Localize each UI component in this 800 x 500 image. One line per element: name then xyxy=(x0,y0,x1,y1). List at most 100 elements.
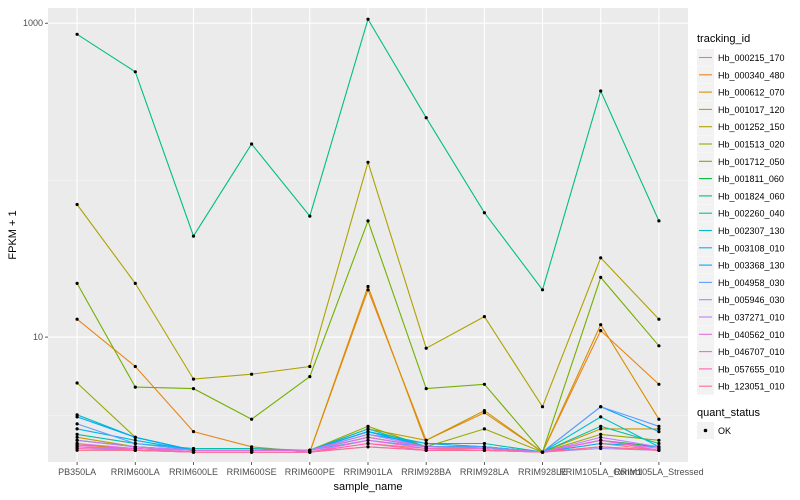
legend-title-tracking-id: tracking_id xyxy=(697,33,750,45)
data-point xyxy=(599,424,603,428)
data-point xyxy=(599,329,603,333)
data-point xyxy=(599,432,603,436)
data-point xyxy=(366,288,370,292)
data-point xyxy=(366,160,370,164)
x-tick-label: RRIM901LA xyxy=(343,467,392,477)
data-point xyxy=(657,430,661,434)
data-point xyxy=(75,435,79,439)
x-axis: PB350LA RRIM600LA RRIM600LE RRIM600SE RRIM60… xyxy=(58,462,704,477)
data-point xyxy=(133,435,137,439)
legend-status-items: OK xyxy=(697,422,731,439)
data-point xyxy=(250,142,254,146)
data-point xyxy=(133,448,137,452)
y-axis: 10 1000 xyxy=(23,18,48,342)
data-point xyxy=(308,450,312,454)
data-point xyxy=(366,435,370,439)
data-point xyxy=(133,385,137,389)
data-point xyxy=(75,441,79,446)
legend-label: Hb_001017_120 xyxy=(718,105,785,115)
data-point xyxy=(308,214,312,218)
legend-label: Hb_004958_030 xyxy=(718,278,785,288)
data-point xyxy=(366,427,370,431)
data-point xyxy=(75,422,79,426)
data-point xyxy=(657,417,661,421)
legend-label-ok: OK xyxy=(718,426,731,436)
data-point xyxy=(133,70,137,74)
data-point xyxy=(75,381,79,385)
data-point xyxy=(482,409,486,413)
data-point xyxy=(482,427,486,431)
data-point xyxy=(250,372,254,376)
data-point xyxy=(599,415,603,419)
legend-items: Hb_000215_170 Hb_000340_480 Hb_000612_070 H… xyxy=(697,49,785,395)
x-tick-label: RRIM105LA_Control xyxy=(559,467,642,477)
data-point xyxy=(75,281,79,285)
data-point xyxy=(133,364,137,369)
legend: tracking_id Hb_000215_170Hb_000340_480Hb… xyxy=(697,33,785,439)
x-tick-label: RRIM600LE xyxy=(169,467,218,477)
data-point xyxy=(366,284,370,289)
y-axis-title: FPKM + 1 xyxy=(7,210,19,259)
data-point xyxy=(540,405,545,409)
data-point xyxy=(75,427,79,431)
data-point xyxy=(133,281,137,285)
legend-label: Hb_003368_130 xyxy=(718,261,785,271)
data-point xyxy=(482,211,486,215)
x-tick-label: PB350LA xyxy=(58,467,96,477)
data-point xyxy=(657,317,661,321)
data-point xyxy=(308,375,312,379)
data-point xyxy=(657,448,661,452)
data-point xyxy=(540,450,545,454)
legend-label: Hb_040562_010 xyxy=(718,330,785,340)
data-point xyxy=(657,382,661,386)
legend-label: Hb_001811_060 xyxy=(718,174,784,184)
legend-label: Hb_057655_010 xyxy=(718,364,785,374)
x-tick-label: RRIM600SE xyxy=(227,467,277,477)
data-point xyxy=(540,288,545,292)
data-point xyxy=(75,202,79,207)
legend-label: Hb_001252_150 xyxy=(718,122,785,132)
legend-label: Hb_037271_010 xyxy=(718,313,785,323)
data-point xyxy=(482,448,486,452)
data-point xyxy=(133,441,137,446)
data-point xyxy=(424,441,428,446)
legend-label: Hb_000612_070 xyxy=(718,88,785,98)
x-tick-label: RRIM105LA_Stressed xyxy=(614,467,704,477)
legend-label: Hb_001712_050 xyxy=(718,157,785,167)
data-point xyxy=(366,441,370,446)
data-point xyxy=(191,377,196,381)
data-point xyxy=(191,387,196,391)
legend-label: Hb_003108_010 xyxy=(718,243,785,253)
legend-point-symbol xyxy=(703,428,708,433)
x-tick-label: RRIM600PE xyxy=(285,467,335,477)
data-point xyxy=(482,315,486,319)
data-point xyxy=(424,387,428,391)
data-point xyxy=(75,438,79,442)
data-point xyxy=(366,432,370,436)
data-point xyxy=(482,382,486,386)
data-point xyxy=(657,438,661,442)
legend-label: Hb_002307_130 xyxy=(718,226,785,236)
data-point xyxy=(599,323,603,327)
legend-label: Hb_002260_040 xyxy=(718,209,785,219)
data-point xyxy=(75,32,79,36)
y-tick-label: 10 xyxy=(33,332,43,342)
x-axis-title: sample_name xyxy=(333,481,402,493)
data-point xyxy=(424,116,428,120)
data-point xyxy=(191,234,196,238)
data-point xyxy=(599,427,603,431)
legend-label: Hb_123051_010 xyxy=(718,382,785,392)
legend-label: Hb_000215_170 xyxy=(718,53,785,63)
data-point xyxy=(599,445,603,449)
x-tick-label: RRIM928LE xyxy=(518,467,567,477)
legend-label: Hb_005946_030 xyxy=(718,295,785,305)
data-point xyxy=(657,219,661,223)
x-tick-label: RRIM928BA xyxy=(401,467,451,477)
data-point xyxy=(599,256,603,260)
data-point xyxy=(599,275,603,279)
data-point xyxy=(657,344,661,348)
data-point xyxy=(308,364,312,369)
data-point xyxy=(75,317,79,321)
series-points xyxy=(75,17,661,454)
data-point xyxy=(191,430,196,434)
